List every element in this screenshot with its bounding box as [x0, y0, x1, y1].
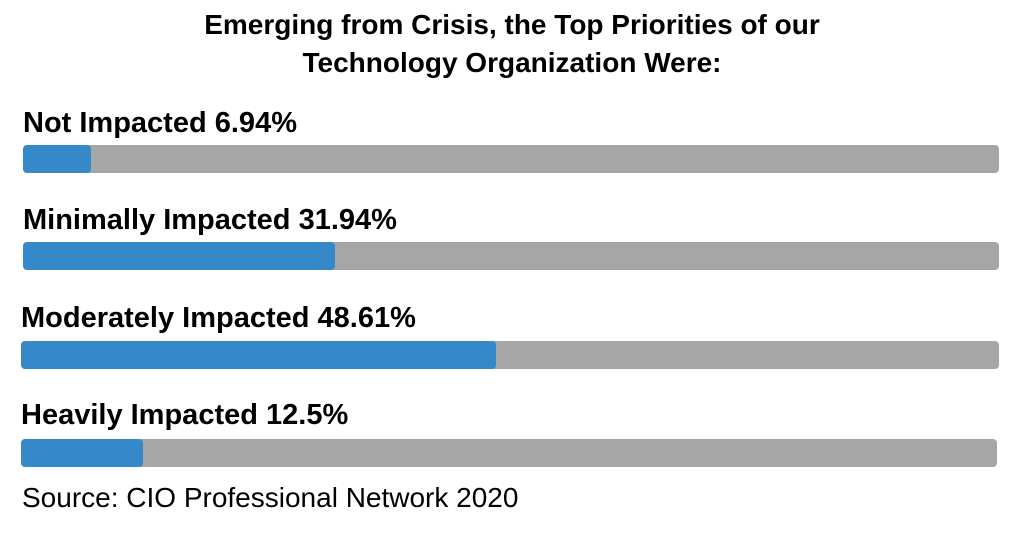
bar-value-label: 6.94%	[214, 107, 297, 139]
chart-title-line-2: Technology Organization Were:	[302, 47, 722, 78]
bar-label: Heavily Impacted 12.5%	[21, 398, 348, 432]
bar-fill	[23, 242, 335, 270]
chart-title-line-1: Emerging from Crisis, the Top Priorities…	[204, 9, 820, 40]
bar-track	[23, 242, 999, 270]
bar-label: Not Impacted 6.94%	[23, 106, 297, 140]
bar-value-label: 12.5%	[266, 399, 349, 431]
bar-track	[21, 439, 997, 467]
bar-track	[21, 341, 999, 369]
bar-value-label: 31.94%	[298, 204, 397, 236]
bar-value-label: 48.61%	[317, 302, 416, 334]
bar-category: Minimally Impacted	[23, 204, 291, 236]
bar-category: Not Impacted	[23, 107, 207, 139]
bar-track	[23, 145, 999, 173]
source-note: Source: CIO Professional Network 2020	[22, 482, 519, 513]
bar-fill	[21, 341, 497, 369]
bar-fill	[23, 145, 91, 173]
bar-label: Minimally Impacted 31.94%	[23, 203, 397, 237]
chart-title: Emerging from Crisis, the Top Priorities…	[0, 6, 1024, 82]
bar-fill	[21, 439, 143, 467]
bar-category: Moderately Impacted	[21, 302, 310, 334]
bar-category: Heavily Impacted	[21, 399, 258, 431]
bar-label: Moderately Impacted 48.61%	[21, 301, 416, 335]
